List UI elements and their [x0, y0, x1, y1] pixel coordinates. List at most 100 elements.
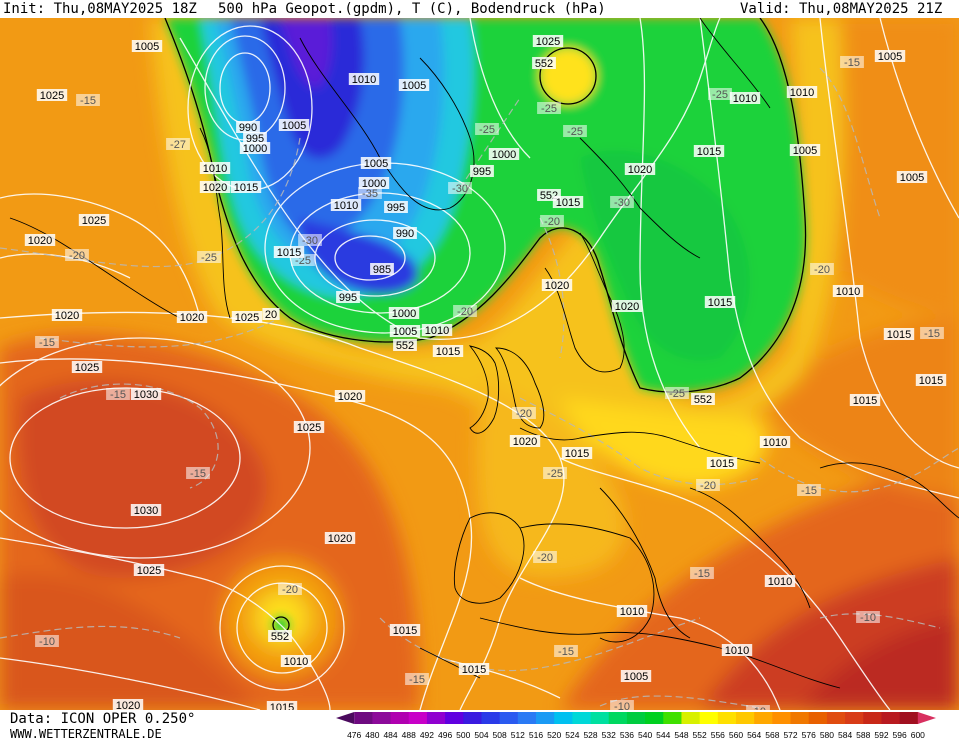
map-label-text: -15: [801, 485, 817, 497]
legend-swatch: [881, 712, 901, 724]
map-label-text: -10: [750, 706, 766, 710]
map-label: 1015: [458, 663, 490, 676]
map-label-text: 1025: [82, 215, 106, 227]
map-label: 1015: [230, 181, 262, 194]
map-label: 1025: [78, 214, 110, 227]
map-label-text: 1030: [134, 389, 158, 401]
legend-swatch: [426, 712, 446, 724]
map-label: -25: [475, 123, 499, 136]
map-label: -20: [540, 215, 564, 228]
contour-552-north: [539, 47, 597, 105]
map-label-text: 1010: [836, 286, 860, 298]
map-label: -20: [65, 249, 89, 262]
legend-swatch: [863, 712, 882, 724]
map-label-text: 1030: [134, 505, 158, 517]
map-label-text: 1000: [243, 143, 267, 155]
map-label-text: 1010: [790, 87, 814, 99]
map-label-text: 1015: [919, 375, 943, 387]
legend-swatch: [517, 712, 537, 724]
map-label: -15: [840, 56, 864, 69]
map-label-text: -10: [39, 636, 55, 648]
map-label: 1015: [693, 145, 725, 158]
map-label-text: 1015: [556, 197, 580, 209]
legend-tick-label: 520: [547, 730, 561, 740]
map-label: 1025: [71, 361, 103, 374]
map-label: 1020: [324, 532, 356, 545]
map-label-text: 1000: [392, 308, 416, 320]
map-label: 1015: [266, 701, 298, 710]
map-label-text: 1025: [40, 90, 64, 102]
legend-swatch: [408, 712, 428, 724]
map-label-text: 1015: [234, 182, 258, 194]
map-label: 1005: [789, 144, 821, 157]
map-label-text: -15: [409, 674, 425, 686]
map-label: 1015: [273, 246, 305, 259]
map-label-text: 1020: [628, 164, 652, 176]
map-label-text: 1020: [338, 391, 362, 403]
map-label-text: -15: [39, 337, 55, 349]
map-label-text: -25: [567, 126, 583, 138]
map-label-text: 1020: [328, 533, 352, 545]
map-label-text: 1015: [436, 346, 460, 358]
legend-swatch: [590, 712, 610, 724]
map-label-text: 1020: [545, 280, 569, 292]
map-label: 1020: [51, 309, 83, 322]
legend-tick-label: 508: [493, 730, 507, 740]
map-label: -20: [278, 583, 302, 596]
map-label-text: 552: [271, 631, 289, 643]
map-label-text: -25: [541, 103, 557, 115]
map-label: 1015: [432, 345, 464, 358]
map-label: 1020: [112, 699, 144, 710]
legend-tick-label: 580: [820, 730, 834, 740]
map-label-text: 1025: [536, 36, 560, 48]
map-label-text: 1005: [135, 41, 159, 53]
map-label: 1020: [334, 390, 366, 403]
map-label: 1010: [759, 436, 791, 449]
map-label-text: -15: [844, 57, 860, 69]
map-label-text: -15: [558, 646, 574, 658]
geopotential-field: [0, 18, 959, 710]
map-label: -10: [856, 611, 880, 624]
map-label: 1015: [849, 394, 881, 407]
map-label: -25: [665, 387, 689, 400]
map-label-text: 1010: [352, 74, 376, 86]
legend-tick-label: 504: [474, 730, 488, 740]
map-label-text: 990: [239, 122, 257, 134]
map-label-text: 1010: [763, 437, 787, 449]
map-label: 1020: [541, 279, 573, 292]
map-label: 552: [532, 57, 556, 70]
map-label-text: 1025: [75, 362, 99, 374]
legend-swatch: [445, 712, 464, 724]
legend-swatch: [808, 712, 828, 724]
map-label: 1010: [421, 324, 453, 337]
map-label-text: 1020: [28, 235, 52, 247]
legend-swatch: [572, 712, 592, 724]
map-label-text: -27: [170, 139, 186, 151]
map-label-text: 1025: [235, 312, 259, 324]
map-label: -25: [543, 467, 567, 480]
map-label: -20: [533, 551, 557, 564]
map-label: 1020: [199, 181, 231, 194]
legend-swatch: [681, 712, 701, 724]
map-label: -15: [35, 336, 59, 349]
legend-tick-label: 488: [402, 730, 416, 740]
map-label-text: 552: [694, 394, 712, 406]
map-label: -15: [690, 567, 714, 580]
map-label-text: -15: [924, 328, 940, 340]
map-label-text: 1015: [708, 297, 732, 309]
map-label-text: -30: [452, 183, 468, 195]
map-label-text: 1020: [55, 310, 79, 322]
legend-tick-label: 584: [838, 730, 852, 740]
map-label-text: 1015: [270, 702, 294, 710]
map-label-text: 995: [473, 166, 491, 178]
legend-tick-label: 484: [383, 730, 397, 740]
map-label: -15: [920, 327, 944, 340]
map-label-text: 1020: [513, 436, 537, 448]
map-label: 1015: [706, 457, 738, 470]
map-label: 1015: [883, 328, 915, 341]
map-label-text: -25: [201, 252, 217, 264]
map-label-text: -20: [814, 264, 830, 276]
map-header: Init: Thu,08MAY2025 18Z 500 hPa Geopot.(…: [0, 0, 959, 18]
map-label: -10: [746, 705, 770, 710]
